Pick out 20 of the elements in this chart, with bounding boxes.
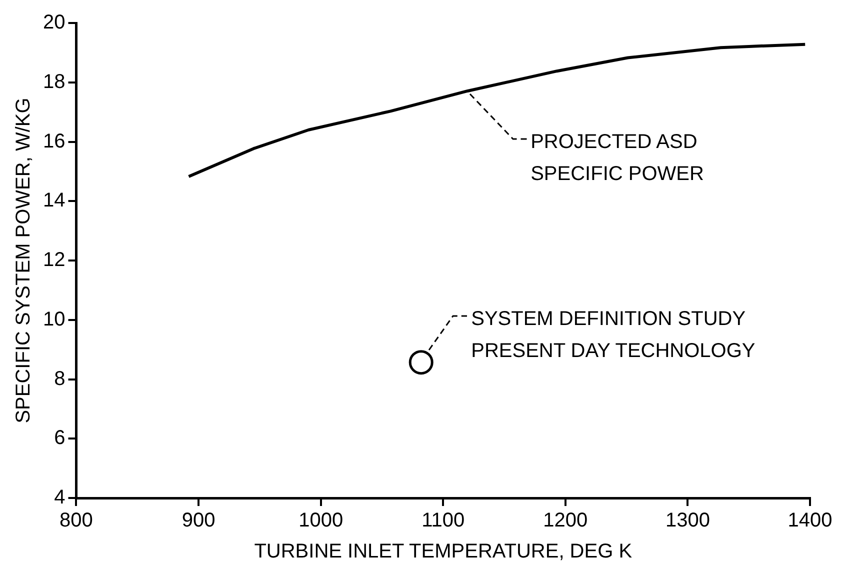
x-tick-label: 800 bbox=[60, 510, 93, 532]
y-axis-title: SPECIFIC SYSTEM POWER, W/KG bbox=[12, 98, 35, 424]
x-tick-label: 1100 bbox=[422, 510, 465, 532]
annotation: SYSTEM DEFINITION STUDY PRESENT DAY TECHNOLOGY bbox=[471, 307, 756, 364]
y-tick-label: 4 bbox=[54, 486, 66, 509]
y-tick-label: 14 bbox=[42, 190, 66, 212]
x-tick-label: 1200 bbox=[543, 510, 588, 532]
y-tick-label: 10 bbox=[42, 308, 66, 330]
y-tick-label: 16 bbox=[42, 130, 66, 152]
y-tick-label: 12 bbox=[42, 249, 66, 272]
x-tick-label: 1000 bbox=[298, 510, 344, 532]
y-tick-label: 20 bbox=[42, 12, 66, 34]
x-tick-label: 900 bbox=[182, 510, 216, 532]
annotation: PROJECTED ASD SPECIFIC POWER bbox=[530, 130, 704, 187]
x-tick-label: 1300 bbox=[665, 510, 710, 532]
x-axis-title: TURBINE INLET TEMPERATURE, DEG K bbox=[254, 540, 633, 563]
y-tick-label: 6 bbox=[54, 427, 66, 450]
y-tick-label: 8 bbox=[54, 368, 66, 390]
x-tick-label: 1400 bbox=[788, 510, 832, 532]
y-tick-label: 18 bbox=[42, 70, 66, 93]
